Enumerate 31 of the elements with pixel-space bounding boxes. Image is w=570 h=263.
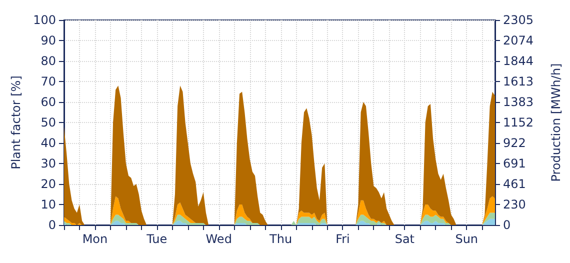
- y-tick-label: 100: [33, 13, 56, 27]
- x-tick-label: Mon: [82, 232, 108, 246]
- x-tick-label: Sun: [455, 232, 478, 246]
- y-tick-label: 0: [48, 218, 56, 232]
- y-tick-label: 90: [40, 34, 56, 48]
- y-tick-label: 80: [40, 54, 56, 68]
- x-tick-label: Wed: [206, 232, 232, 246]
- y2-tick-label: 691: [503, 156, 526, 171]
- x-tick-label: Sat: [394, 232, 415, 246]
- x-tick-label: Thu: [268, 232, 292, 246]
- x-tick-label: Tue: [146, 232, 168, 246]
- x-tick-label: Fri: [336, 232, 350, 246]
- y2-tick-label: 1383: [503, 95, 534, 109]
- y2-tick-label: 1152: [503, 116, 534, 130]
- y-tick-label: 70: [40, 74, 56, 88]
- y2-tick-label: 2305: [503, 13, 534, 27]
- y-tick-label: 50: [40, 116, 56, 130]
- y2-tick-label: 461: [503, 177, 526, 191]
- y2-tick-label: 2074: [503, 34, 534, 48]
- y-axis-title: Plant factor [%]: [9, 76, 24, 170]
- y2-tick-label: 922: [503, 136, 526, 150]
- y2-tick-label: 230: [503, 198, 526, 212]
- y-tick-label: 10: [40, 198, 56, 212]
- y2-tick-label: 0: [503, 218, 511, 232]
- y2-tick-label: 1613: [503, 74, 534, 89]
- y-tick-label: 30: [40, 156, 56, 170]
- y-tick-label: 20: [40, 177, 56, 191]
- y-tick-label: 40: [40, 136, 56, 150]
- y2-axis-title: Production [MWh/h]: [549, 63, 563, 182]
- y-tick-label: 60: [40, 95, 56, 109]
- y2-tick-label: 1844: [503, 54, 534, 68]
